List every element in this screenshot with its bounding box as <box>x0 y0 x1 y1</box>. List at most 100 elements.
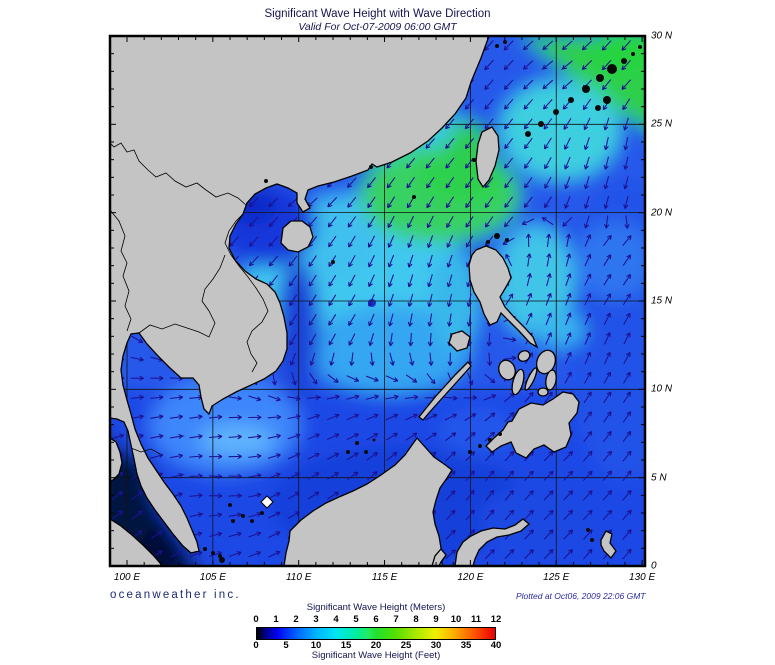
wave-direction-arrow <box>484 98 494 110</box>
wave-direction-arrow <box>427 254 433 268</box>
island-leyte <box>545 369 557 391</box>
wave-direction-arrow <box>621 79 631 90</box>
wave-direction-arrow <box>228 551 242 557</box>
colorbar-meters-tick: 5 <box>353 614 359 625</box>
wave-direction-arrow <box>308 314 317 326</box>
wave-direction-arrow <box>307 472 320 480</box>
colorbar-feet-tick: 5 <box>283 640 289 651</box>
wave-direction-arrow <box>446 235 454 248</box>
wave-direction-arrow <box>565 292 572 306</box>
wave-direction-arrow <box>289 352 296 366</box>
small-islands <box>203 40 642 563</box>
island-palawan <box>418 361 472 421</box>
wave-direction-arrow <box>503 216 514 228</box>
wave-direction-arrow <box>446 254 453 268</box>
plotted-timestamp: Plotted at Oct06, 2009 22:06 GMT <box>516 591 646 601</box>
wave-direction-arrow <box>484 451 495 462</box>
wave-direction-arrow <box>150 394 164 401</box>
x-axis-tick-label: 125 E <box>543 572 570 583</box>
wave-direction-arrow <box>525 233 532 248</box>
island-mindoro <box>448 330 471 352</box>
wave-direction-arrow <box>425 157 435 169</box>
wave-direction-arrow <box>584 312 592 326</box>
wave-direction-arrow <box>565 332 572 345</box>
wave-direction-arrow <box>327 452 340 460</box>
wave-direction-arrow <box>306 394 323 401</box>
y-axis-tick-label: 25 N <box>651 118 673 130</box>
wave-direction-arrow <box>564 156 571 170</box>
wave-direction-arrow <box>465 529 476 540</box>
wave-direction-arrow <box>445 176 455 189</box>
wave-direction-arrow <box>444 413 457 421</box>
wave-direction-arrow <box>565 253 572 267</box>
wave-direction-arrow <box>542 99 553 110</box>
wave-direction-arrow <box>602 490 613 501</box>
wave-direction-arrow <box>623 117 629 131</box>
wave-direction-arrow <box>545 292 552 306</box>
wave-direction-arrow <box>564 351 572 365</box>
wave-direction-arrow <box>346 433 359 441</box>
colorbar-feet-tick: 30 <box>430 640 442 651</box>
wave-direction-arrow <box>287 395 301 401</box>
wave-direction-arrow <box>326 394 340 400</box>
wave-direction-arrow <box>307 452 320 460</box>
wave-direction-arrow <box>504 157 514 169</box>
wave-direction-arrow <box>541 217 554 226</box>
wave-direction-arrow <box>583 137 590 150</box>
wave-direction-arrow <box>546 233 552 247</box>
wave-direction-arrow <box>328 294 337 307</box>
wave-direction-arrow <box>309 352 316 366</box>
wave-direction-arrow <box>248 550 262 558</box>
colorbar-meters-tick: 9 <box>433 614 439 625</box>
wave-direction-arrow <box>446 293 453 307</box>
wave-direction-arrow <box>583 117 591 131</box>
wave-direction-arrow <box>484 412 496 422</box>
y-axis-tick-label: 0 <box>651 560 657 572</box>
wave-direction-arrow <box>563 470 574 481</box>
wave-direction-arrow <box>209 531 223 538</box>
wave-direction-arrow <box>427 293 433 307</box>
wave-direction-arrow <box>386 177 396 189</box>
wave-direction-arrow <box>562 40 573 51</box>
wave-direction-arrow <box>484 118 494 130</box>
wave-direction-arrow <box>228 453 242 460</box>
wave-direction-arrow <box>367 235 376 248</box>
wave-direction-arrow <box>564 176 571 190</box>
wave-direction-arrow <box>584 293 592 306</box>
wave-direction-arrow <box>622 509 632 521</box>
wave-direction-arrow <box>560 60 573 70</box>
wave-direction-arrow <box>267 433 281 439</box>
wave-direction-arrow <box>546 253 552 267</box>
wave-direction-arrow <box>389 352 395 366</box>
wave-direction-arrow <box>582 509 593 521</box>
wave-direction-arrow <box>407 215 415 229</box>
wave-direction-arrow <box>189 492 203 499</box>
wave-direction-arrow <box>169 433 185 440</box>
wave-direction-arrow <box>268 492 281 499</box>
wave-direction-arrow <box>524 470 534 481</box>
wave-direction-arrow <box>368 274 375 288</box>
wave-direction-arrow <box>208 512 223 518</box>
wave-direction-arrow <box>584 273 592 286</box>
wave-direction-arrow <box>385 413 399 421</box>
wave-direction-arrow <box>248 197 259 208</box>
wave-direction-arrow <box>150 414 164 420</box>
wave-direction-arrow <box>523 60 534 70</box>
x-axis-tick-label: 110 E <box>285 572 312 583</box>
colorbar-meters-tick: 6 <box>373 614 379 625</box>
wave-direction-arrow <box>229 236 239 247</box>
valid-time-subtitle: Valid For Oct-07-2009 06:00 GMT <box>298 21 457 33</box>
wave-direction-arrow <box>503 79 514 90</box>
wave-direction-arrow <box>366 413 379 421</box>
wave-direction-arrow <box>307 491 320 500</box>
wave-direction-arrow <box>583 176 590 190</box>
wave-direction-arrow <box>562 79 573 90</box>
wave-direction-arrow <box>584 332 592 345</box>
wave-direction-arrow <box>622 450 632 462</box>
wave-direction-arrow <box>582 490 593 501</box>
wave-direction-arrow <box>308 294 317 307</box>
wave-direction-arrow <box>387 313 394 327</box>
wave-direction-arrow <box>326 433 340 440</box>
island-sulawesi <box>454 518 531 565</box>
wave-direction-arrow <box>287 433 301 440</box>
